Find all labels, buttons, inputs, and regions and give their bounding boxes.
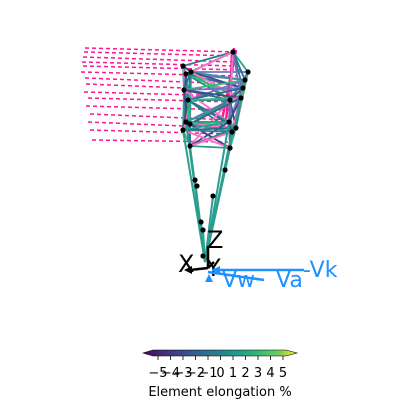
structure-edge bbox=[182, 99, 189, 131]
structure-node bbox=[227, 97, 233, 103]
structure-node bbox=[238, 95, 244, 101]
tether-line bbox=[81, 61, 237, 67]
structure-edge bbox=[187, 97, 242, 101]
structure-node bbox=[188, 69, 194, 75]
structure-edge bbox=[189, 145, 231, 149]
structure-node bbox=[226, 119, 232, 125]
colorbar-tick-label: 1 bbox=[229, 366, 237, 381]
x-axis-arrowhead bbox=[184, 266, 192, 274]
structure-node bbox=[183, 119, 189, 125]
colorbar-tick-label: 2 bbox=[241, 366, 249, 381]
tether-line bbox=[83, 91, 234, 97]
y-axis-line bbox=[207, 261, 215, 269]
structure-node bbox=[245, 69, 251, 75]
structure-edge bbox=[182, 129, 231, 149]
tether-line bbox=[83, 51, 239, 57]
x-axis-label: X bbox=[178, 250, 194, 278]
structure-node bbox=[200, 253, 206, 259]
structure-node bbox=[194, 183, 200, 189]
structure-node bbox=[210, 193, 216, 199]
tether-line bbox=[84, 47, 239, 53]
vw-vector-line bbox=[207, 270, 265, 282]
tether-line bbox=[80, 71, 239, 77]
structure-edge bbox=[182, 129, 233, 133]
structure-edge bbox=[190, 51, 234, 73]
colorbar-tick-label: 4 bbox=[266, 366, 274, 381]
structure-node bbox=[183, 71, 189, 77]
tether-line bbox=[89, 113, 233, 121]
structure-edge bbox=[189, 97, 242, 125]
structure-edge bbox=[229, 51, 234, 101]
colorbar-bar bbox=[141, 349, 299, 357]
structure-edge bbox=[182, 51, 234, 67]
structure-edge bbox=[190, 71, 246, 81]
va-label: Va bbox=[276, 268, 303, 293]
structure-edge bbox=[187, 79, 246, 101]
structure-node bbox=[222, 167, 228, 173]
colorbar-tick-label: −2 bbox=[186, 366, 205, 381]
structure-edge bbox=[232, 51, 249, 73]
bridle-line bbox=[204, 121, 230, 263]
colorbar: −5−4−3−2−10 1 2 3 4 5 Element elongation % bbox=[141, 349, 299, 400]
structure-edge bbox=[190, 71, 244, 89]
structure-edge bbox=[189, 123, 233, 133]
vk-arrowhead bbox=[212, 266, 220, 274]
bridle-line bbox=[204, 195, 214, 263]
structure-node bbox=[242, 77, 248, 83]
structure-node bbox=[230, 49, 236, 55]
structure-node bbox=[240, 85, 246, 91]
colorbar-tick-label: 0 bbox=[216, 366, 224, 381]
structure-nodes bbox=[180, 49, 251, 259]
x-axis-line bbox=[189, 266, 209, 272]
structure-node bbox=[181, 87, 187, 93]
structure-edge bbox=[228, 97, 242, 123]
tether-line bbox=[87, 97, 235, 103]
structure-node bbox=[200, 227, 206, 233]
structure-node bbox=[187, 143, 193, 149]
z-axis-label: Z bbox=[207, 226, 223, 254]
colorbar-tick-label: −5 bbox=[148, 366, 167, 381]
va-arrowhead bbox=[205, 274, 213, 282]
structure-edge bbox=[187, 87, 244, 101]
structure-node bbox=[229, 129, 235, 135]
colorbar-label: Element elongation % bbox=[148, 385, 291, 400]
structure-node bbox=[227, 145, 233, 151]
tether-line bbox=[87, 121, 231, 129]
structure-edge bbox=[183, 79, 246, 91]
colorbar-tick-label: 3 bbox=[254, 366, 262, 381]
tether-line bbox=[82, 56, 237, 63]
structure-node bbox=[192, 177, 198, 183]
structure-edge bbox=[183, 89, 230, 123]
tether-line bbox=[82, 65, 241, 71]
structure-node bbox=[198, 219, 204, 225]
colorbar-ticks: −5−4−3−2−10 1 2 3 4 5 bbox=[148, 356, 287, 381]
structure-node bbox=[180, 127, 186, 133]
structure-node bbox=[233, 125, 239, 131]
structure-node bbox=[187, 121, 193, 127]
vw-label: Vw bbox=[222, 268, 255, 293]
structure-edge bbox=[189, 131, 233, 147]
colorbar-tick-label: 5 bbox=[279, 366, 287, 381]
structure-edge bbox=[183, 87, 244, 91]
structure-edges bbox=[182, 51, 249, 263]
structure-node bbox=[180, 63, 186, 69]
structure-edge bbox=[182, 121, 230, 131]
structure-edge bbox=[189, 121, 230, 147]
vk-label: -Vk bbox=[303, 258, 338, 283]
structure-node bbox=[185, 97, 191, 103]
colorbar-tick-label: −4 bbox=[161, 366, 180, 381]
colorbar-tick-label: −3 bbox=[173, 366, 192, 381]
velocity-vectors: Vw Va -Vk bbox=[205, 258, 338, 293]
colorbar-tick-label: −1 bbox=[198, 366, 217, 381]
